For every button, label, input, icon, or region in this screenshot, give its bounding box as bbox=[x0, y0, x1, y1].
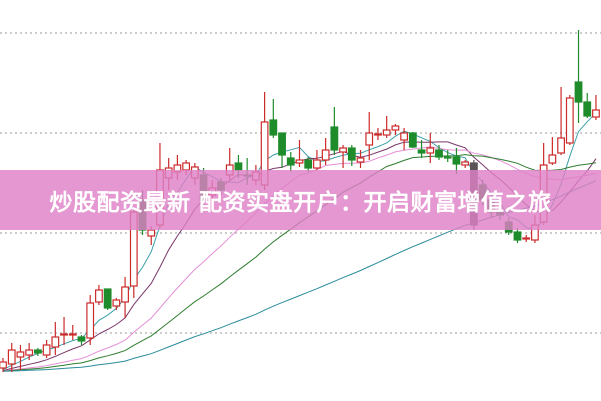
candle-body bbox=[269, 119, 278, 136]
candle-body bbox=[51, 336, 60, 348]
candle-body bbox=[574, 81, 583, 103]
candle-body bbox=[68, 333, 77, 336]
candle-body bbox=[33, 349, 42, 354]
candle-body bbox=[347, 147, 356, 161]
candle-body bbox=[330, 126, 339, 151]
candle-body bbox=[443, 156, 452, 159]
candle-body bbox=[103, 288, 112, 309]
candle-body bbox=[391, 125, 400, 131]
candle-body bbox=[60, 333, 68, 336]
candle-body bbox=[25, 349, 34, 356]
candle-body bbox=[313, 159, 321, 169]
candle-body bbox=[452, 156, 461, 165]
candle-body bbox=[356, 157, 365, 163]
candle-body bbox=[426, 147, 435, 154]
candle-body bbox=[95, 289, 103, 303]
candle-body bbox=[182, 162, 191, 171]
candle-body bbox=[365, 132, 374, 146]
candle-body bbox=[295, 159, 304, 164]
candle-body bbox=[7, 349, 16, 365]
candle-body bbox=[86, 302, 95, 339]
candle-body bbox=[583, 101, 592, 117]
candle-body bbox=[592, 109, 600, 118]
banner-title: 炒股配资最新 配资实盘开户：开启财富增值之旅 bbox=[49, 190, 552, 216]
candle-body bbox=[286, 157, 295, 166]
candle-body bbox=[304, 159, 313, 169]
candle-body bbox=[121, 286, 129, 303]
candle-body bbox=[565, 97, 574, 144]
candle-body bbox=[513, 231, 522, 241]
candle-body bbox=[435, 149, 443, 158]
candle-body bbox=[0, 361, 7, 369]
title-banner: 炒股配资最新 配资实盘开户：开启财富增值之旅 bbox=[0, 170, 601, 230]
candle-body bbox=[408, 132, 417, 148]
candle-body bbox=[147, 229, 156, 237]
candle-body bbox=[557, 137, 565, 154]
candle-body bbox=[382, 129, 391, 136]
candle-body bbox=[339, 147, 347, 153]
candle-body bbox=[278, 132, 286, 156]
candle-body bbox=[77, 336, 86, 342]
candle-body bbox=[400, 132, 409, 141]
candle-body bbox=[112, 299, 121, 307]
candle-body bbox=[522, 237, 531, 240]
candle-body bbox=[16, 351, 25, 358]
candle-body bbox=[461, 161, 470, 166]
candle-body bbox=[42, 344, 51, 356]
candle-body bbox=[234, 162, 243, 171]
candle-body bbox=[321, 149, 330, 161]
candle-body bbox=[548, 154, 557, 164]
candle-body bbox=[417, 149, 426, 154]
candle-body bbox=[374, 133, 382, 136]
